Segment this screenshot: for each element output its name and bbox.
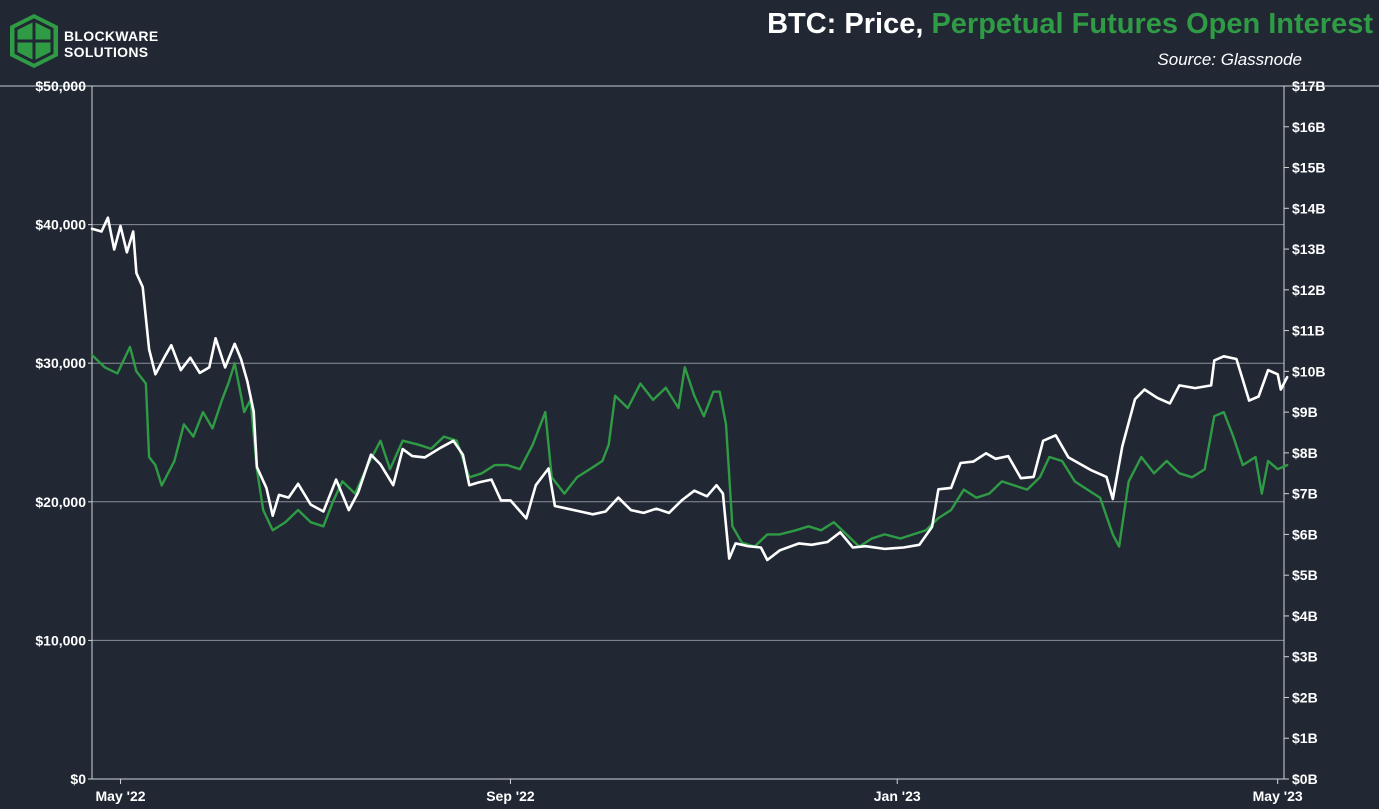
right-tick-label: $5B — [1292, 567, 1318, 583]
left-tick-label: $20,000 — [35, 494, 86, 510]
right-tick-label: $12B — [1292, 282, 1325, 298]
right-tick-label: $15B — [1292, 160, 1325, 176]
right-tick-label: $14B — [1292, 200, 1325, 216]
right-tick-label: $16B — [1292, 119, 1325, 135]
left-tick-label: $30,000 — [35, 355, 86, 371]
left-tick-label: $0 — [70, 771, 86, 787]
chart-title: BTC: Price, Perpetual Futures Open Inter… — [767, 8, 1373, 41]
x-tick-label: Sep '22 — [486, 788, 535, 804]
right-tick-label: $8B — [1292, 445, 1318, 461]
right-tick-label: $4B — [1292, 608, 1318, 624]
x-axis-ticks: May '22 Sep '22 Jan '23 May '23 — [96, 779, 1303, 804]
grid-lines — [92, 85, 1284, 641]
right-tick-label: $7B — [1292, 486, 1318, 502]
blockware-cube-icon — [10, 14, 58, 68]
x-tick-label: Jan '23 — [874, 788, 921, 804]
right-tick-label: $11B — [1292, 323, 1325, 339]
x-tick-label: May '22 — [96, 788, 146, 804]
blockware-logo — [10, 14, 58, 68]
right-tick-label: $17B — [1292, 78, 1325, 94]
right-tick-label: $1B — [1292, 730, 1318, 746]
right-tick-label: $3B — [1292, 649, 1318, 665]
right-axis-ticks: $0B $1B $2B $3B $4B $5B $6B $7B $8B $9B $10B $11B $1… — [1284, 78, 1325, 787]
left-tick-label: $10,000 — [35, 632, 86, 648]
left-axis-ticks: $0 $10,000 $20,000 $30,000 $40,000 $50,000 — [35, 78, 92, 787]
price-line — [90, 216, 1289, 562]
axes — [0, 85, 1379, 780]
x-tick-label: May '23 — [1253, 788, 1303, 804]
open-interest-line — [90, 345, 1289, 548]
right-tick-label: $13B — [1292, 241, 1325, 257]
brand-line-2: SOLUTIONS — [64, 44, 149, 60]
source-note: Source: Glassnode — [1157, 50, 1302, 69]
brand-line-1: BLOCKWARE — [64, 28, 159, 44]
right-tick-label: $9B — [1292, 404, 1318, 420]
left-tick-label: $50,000 — [35, 78, 86, 94]
title-part-open-interest: Perpetual Futures Open Interest — [931, 8, 1373, 40]
series-group — [90, 216, 1289, 562]
right-tick-label: $10B — [1292, 363, 1325, 379]
header: BLOCKWARE SOLUTIONS BTC: Price, Perpetua… — [0, 0, 1379, 86]
left-tick-label: $40,000 — [35, 217, 86, 233]
right-tick-label: $6B — [1292, 526, 1318, 542]
right-tick-label: $2B — [1292, 689, 1318, 705]
title-part-price: BTC: Price, — [767, 8, 932, 40]
brand-name: BLOCKWARE SOLUTIONS — [64, 28, 158, 60]
right-tick-label: $0B — [1292, 771, 1318, 787]
